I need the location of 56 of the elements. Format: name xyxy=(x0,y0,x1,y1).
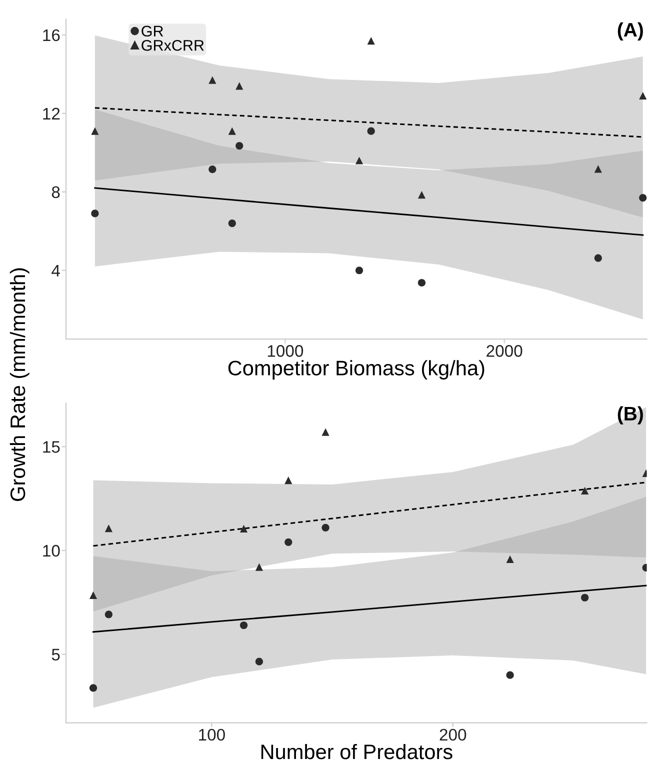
point xyxy=(322,524,330,532)
x-tick-label: 200 xyxy=(440,728,466,741)
line-series xyxy=(94,107,644,138)
point xyxy=(581,594,589,602)
point xyxy=(104,524,112,532)
point xyxy=(594,165,602,173)
point xyxy=(240,524,248,532)
point xyxy=(581,486,589,494)
x-tick-label: 1000 xyxy=(268,345,304,357)
point xyxy=(91,127,99,135)
legend-label: GR xyxy=(142,26,164,37)
point xyxy=(255,563,263,571)
y-axis-title: Growth Rate (mm/month) xyxy=(10,268,30,501)
line-series xyxy=(92,584,647,633)
point xyxy=(594,254,602,262)
x-tick-label: 2000 xyxy=(486,345,522,357)
point xyxy=(322,428,330,436)
x-tick-label: 100 xyxy=(199,728,225,741)
line-series xyxy=(92,482,647,547)
point xyxy=(89,591,98,599)
point xyxy=(208,76,216,84)
point xyxy=(506,671,514,679)
y-tick-label: 15 xyxy=(43,441,60,453)
point xyxy=(228,127,236,135)
point xyxy=(284,538,292,546)
point xyxy=(228,219,236,228)
line-series xyxy=(94,187,644,236)
chart-title: (A) xyxy=(618,22,643,41)
legend-label: GRxCRR xyxy=(142,40,204,51)
point xyxy=(639,92,647,100)
y-tick-label: 4 xyxy=(52,264,60,276)
point xyxy=(418,191,426,199)
point xyxy=(91,210,99,218)
point xyxy=(284,476,292,484)
y-tick-label: 8 xyxy=(52,186,60,198)
point xyxy=(104,610,112,618)
point xyxy=(355,156,364,164)
x-axis-title: Number of Predators xyxy=(261,744,452,760)
point xyxy=(208,166,216,174)
point xyxy=(89,684,98,692)
y-tick-label: 12 xyxy=(43,108,60,120)
point xyxy=(236,82,244,90)
point xyxy=(255,658,263,666)
point xyxy=(506,555,514,564)
point xyxy=(355,266,364,274)
x-axis-title: Competitor Biomass (kg/ha) xyxy=(228,360,484,380)
y-tick-label: 5 xyxy=(52,648,60,661)
chart-title: (B) xyxy=(618,406,643,424)
point xyxy=(367,37,375,45)
point xyxy=(240,621,248,630)
point xyxy=(418,278,426,287)
point xyxy=(367,127,375,135)
y-tick-label: 10 xyxy=(43,544,60,557)
y-tick-label: 16 xyxy=(43,29,60,42)
point xyxy=(639,194,647,202)
point xyxy=(236,142,244,150)
